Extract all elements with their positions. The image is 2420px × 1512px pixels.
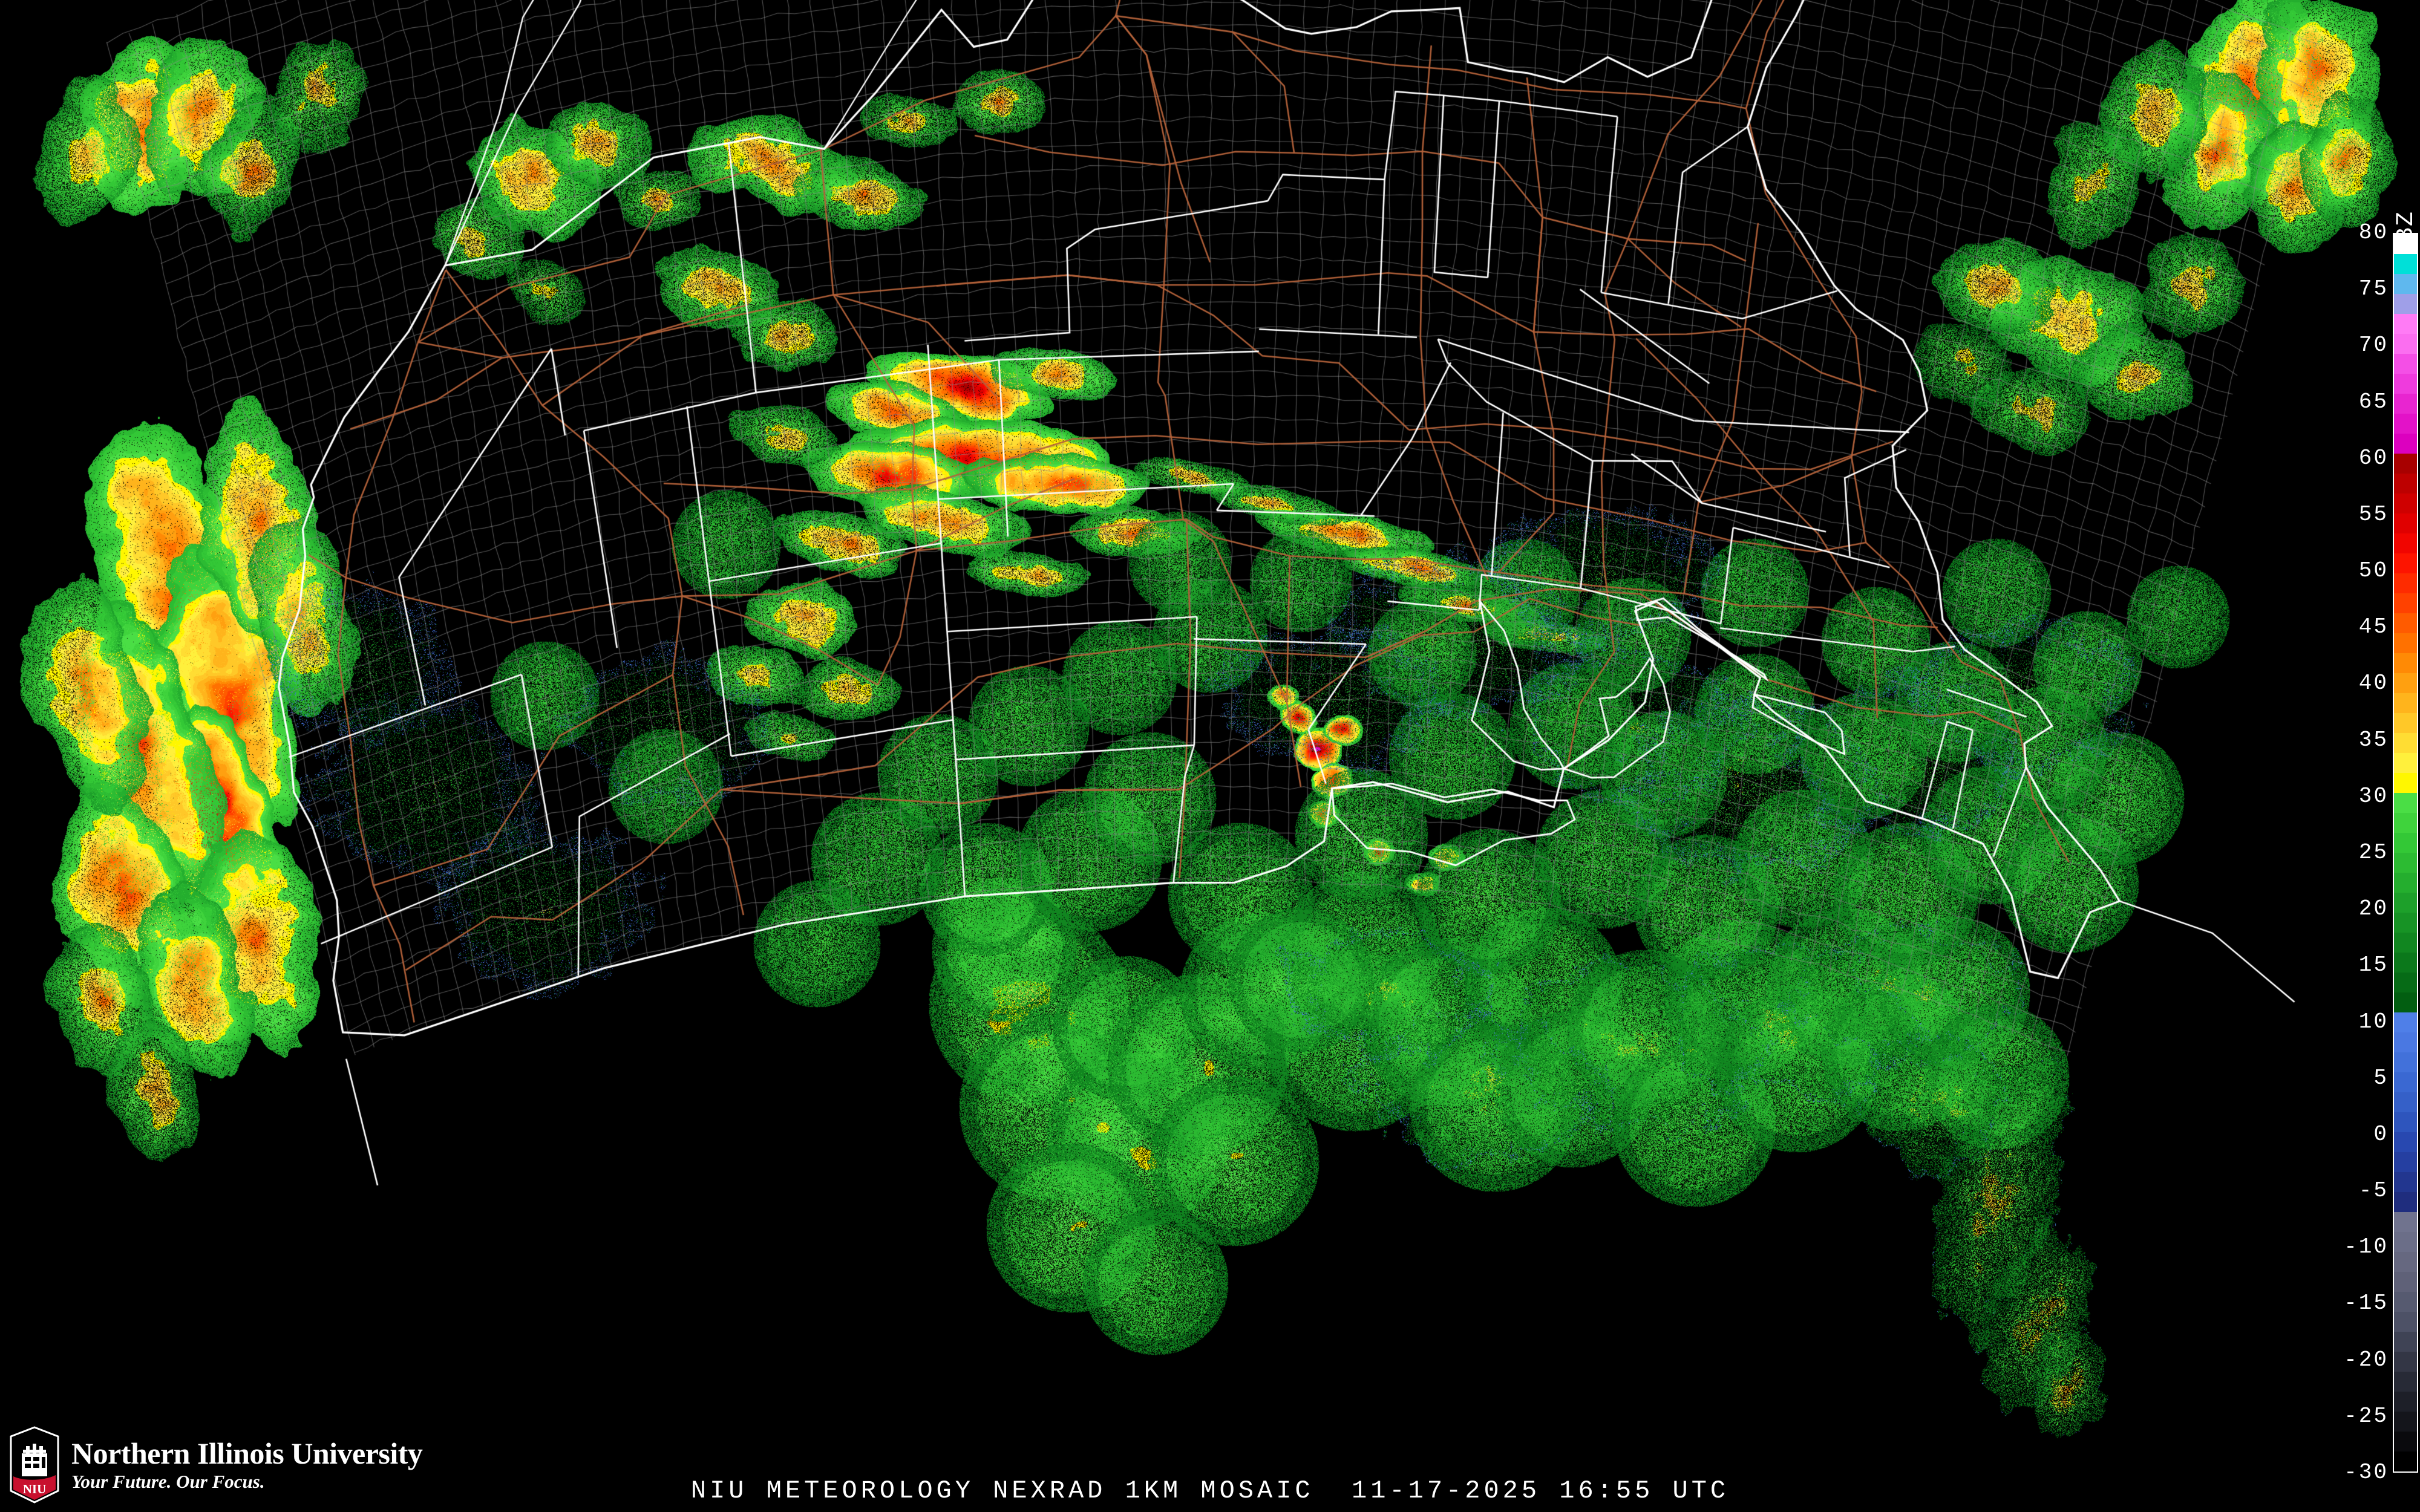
colorbar-tick-label: 60 [2358, 445, 2389, 471]
colorbar-segment [2394, 1192, 2417, 1212]
colorbar-segment [2394, 873, 2417, 893]
colorbar-segment [2394, 833, 2417, 853]
colorbar-segment [2394, 673, 2417, 693]
colorbar-segment [2394, 753, 2417, 773]
colorbar-segment [2394, 1132, 2417, 1152]
colorbar-segment [2394, 1012, 2417, 1032]
colorbar-tick-label: 80 [2358, 220, 2389, 245]
colorbar-tick-label: 15 [2358, 953, 2389, 978]
colorbar-tick-label: 35 [2358, 727, 2389, 752]
colorbar-segment [2394, 394, 2417, 414]
colorbar-segment [2394, 474, 2417, 494]
colorbar-tick-label: -20 [2344, 1347, 2389, 1372]
colorbar-segment [2394, 1452, 2417, 1471]
colorbar-tick-label: -10 [2344, 1234, 2389, 1260]
niu-logo: NIU Northern Illinois University Your Fu… [8, 1422, 456, 1507]
colorbar-tick-label: 50 [2358, 558, 2389, 584]
colorbar-segment [2394, 374, 2417, 394]
colorbar-tick-label: 65 [2358, 389, 2389, 414]
colorbar-tick-label: -25 [2344, 1403, 2389, 1429]
colorbar-segment [2394, 693, 2417, 713]
colorbar-tick-label: 10 [2358, 1009, 2389, 1034]
reflectivity-colorbar: dBZ 80757065605550454035302520151050-5-1… [2344, 200, 2420, 1484]
colorbar-tick-label: -5 [2358, 1178, 2389, 1204]
colorbar-segment [2394, 1272, 2417, 1292]
colorbar-segment [2394, 1352, 2417, 1372]
colorbar-segment [2394, 434, 2417, 454]
svg-text:NIU: NIU [23, 1482, 47, 1496]
colorbar-segment [2394, 593, 2417, 613]
colorbar-segment [2394, 1332, 2417, 1352]
colorbar-tick-label: -15 [2344, 1291, 2389, 1316]
colorbar-segment [2394, 973, 2417, 992]
colorbar-segment [2394, 1252, 2417, 1272]
colorbar-segment [2394, 913, 2417, 933]
colorbar-segment [2394, 274, 2417, 294]
colorbar-segment [2394, 294, 2417, 314]
colorbar-tick-label: -30 [2344, 1460, 2389, 1485]
niu-wordmark: Northern Illinois University Your Future… [71, 1436, 423, 1493]
colorbar-segment [2394, 1212, 2417, 1232]
colorbar-segment [2394, 1092, 2417, 1112]
colorbar-segment [2394, 1032, 2417, 1052]
colorbar-segment [2394, 653, 2417, 673]
university-name: Northern Illinois University [71, 1436, 423, 1470]
colorbar-segment [2394, 813, 2417, 833]
colorbar-segment [2394, 513, 2417, 533]
colorbar-segment [2394, 334, 2417, 354]
colorbar-segment [2394, 713, 2417, 733]
colorbar-segment [2394, 853, 2417, 873]
colorbar-segment [2394, 633, 2417, 653]
colorbar-segment [2394, 414, 2417, 434]
colorbar-segment [2394, 992, 2417, 1012]
colorbar-segment [2394, 1412, 2417, 1432]
colorbar-segment [2394, 933, 2417, 953]
colorbar-segment [2394, 1172, 2417, 1192]
colorbar-segment [2394, 454, 2417, 474]
colorbar-segment [2394, 533, 2417, 553]
colorbar-tick-label: 20 [2358, 896, 2389, 922]
colorbar-tick-label: 40 [2358, 671, 2389, 696]
colorbar-segment [2394, 773, 2417, 793]
colorbar-segment [2394, 254, 2417, 274]
colorbar-segment [2394, 1112, 2417, 1132]
colorbar-tick-label: 75 [2358, 276, 2389, 302]
niu-shield-castle-icon: NIU [8, 1426, 60, 1504]
colorbar-segment [2394, 613, 2417, 633]
colorbar-segment [2394, 1052, 2417, 1072]
colorbar-segment [2394, 1432, 2417, 1452]
colorbar-segment [2394, 1392, 2417, 1412]
colorbar-tick-label: 55 [2358, 501, 2389, 527]
colorbar-segment [2394, 1072, 2417, 1092]
colorbar-segment [2394, 793, 2417, 813]
colorbar-segment [2394, 494, 2417, 513]
colorbar-segment [2394, 733, 2417, 753]
colorbar-segment [2394, 1152, 2417, 1172]
colorbar-segment [2394, 354, 2417, 374]
colorbar-segment [2394, 1232, 2417, 1252]
colorbar-segment [2394, 234, 2417, 254]
colorbar-segment [2394, 1372, 2417, 1392]
colorbar-tick-label: 45 [2358, 614, 2389, 640]
colorbar-tick-label: 5 [2373, 1065, 2389, 1090]
colorbar-segment [2394, 1292, 2417, 1312]
colorbar-segment [2394, 893, 2417, 913]
colorbar-tick-label: 70 [2358, 333, 2389, 358]
colorbar-tick-label: 25 [2358, 840, 2389, 865]
colorbar-segment [2394, 953, 2417, 973]
colorbar-tick-label: 0 [2373, 1121, 2389, 1147]
colorbar-segment [2394, 1312, 2417, 1332]
colorbar-segment [2394, 314, 2417, 334]
university-tagline: Your Future. Our Focus. [71, 1471, 265, 1493]
colorbar-segment [2394, 573, 2417, 593]
colorbar-gradient-strip [2393, 233, 2418, 1473]
colorbar-segment [2394, 553, 2417, 573]
colorbar-tick-label: 30 [2358, 783, 2389, 809]
